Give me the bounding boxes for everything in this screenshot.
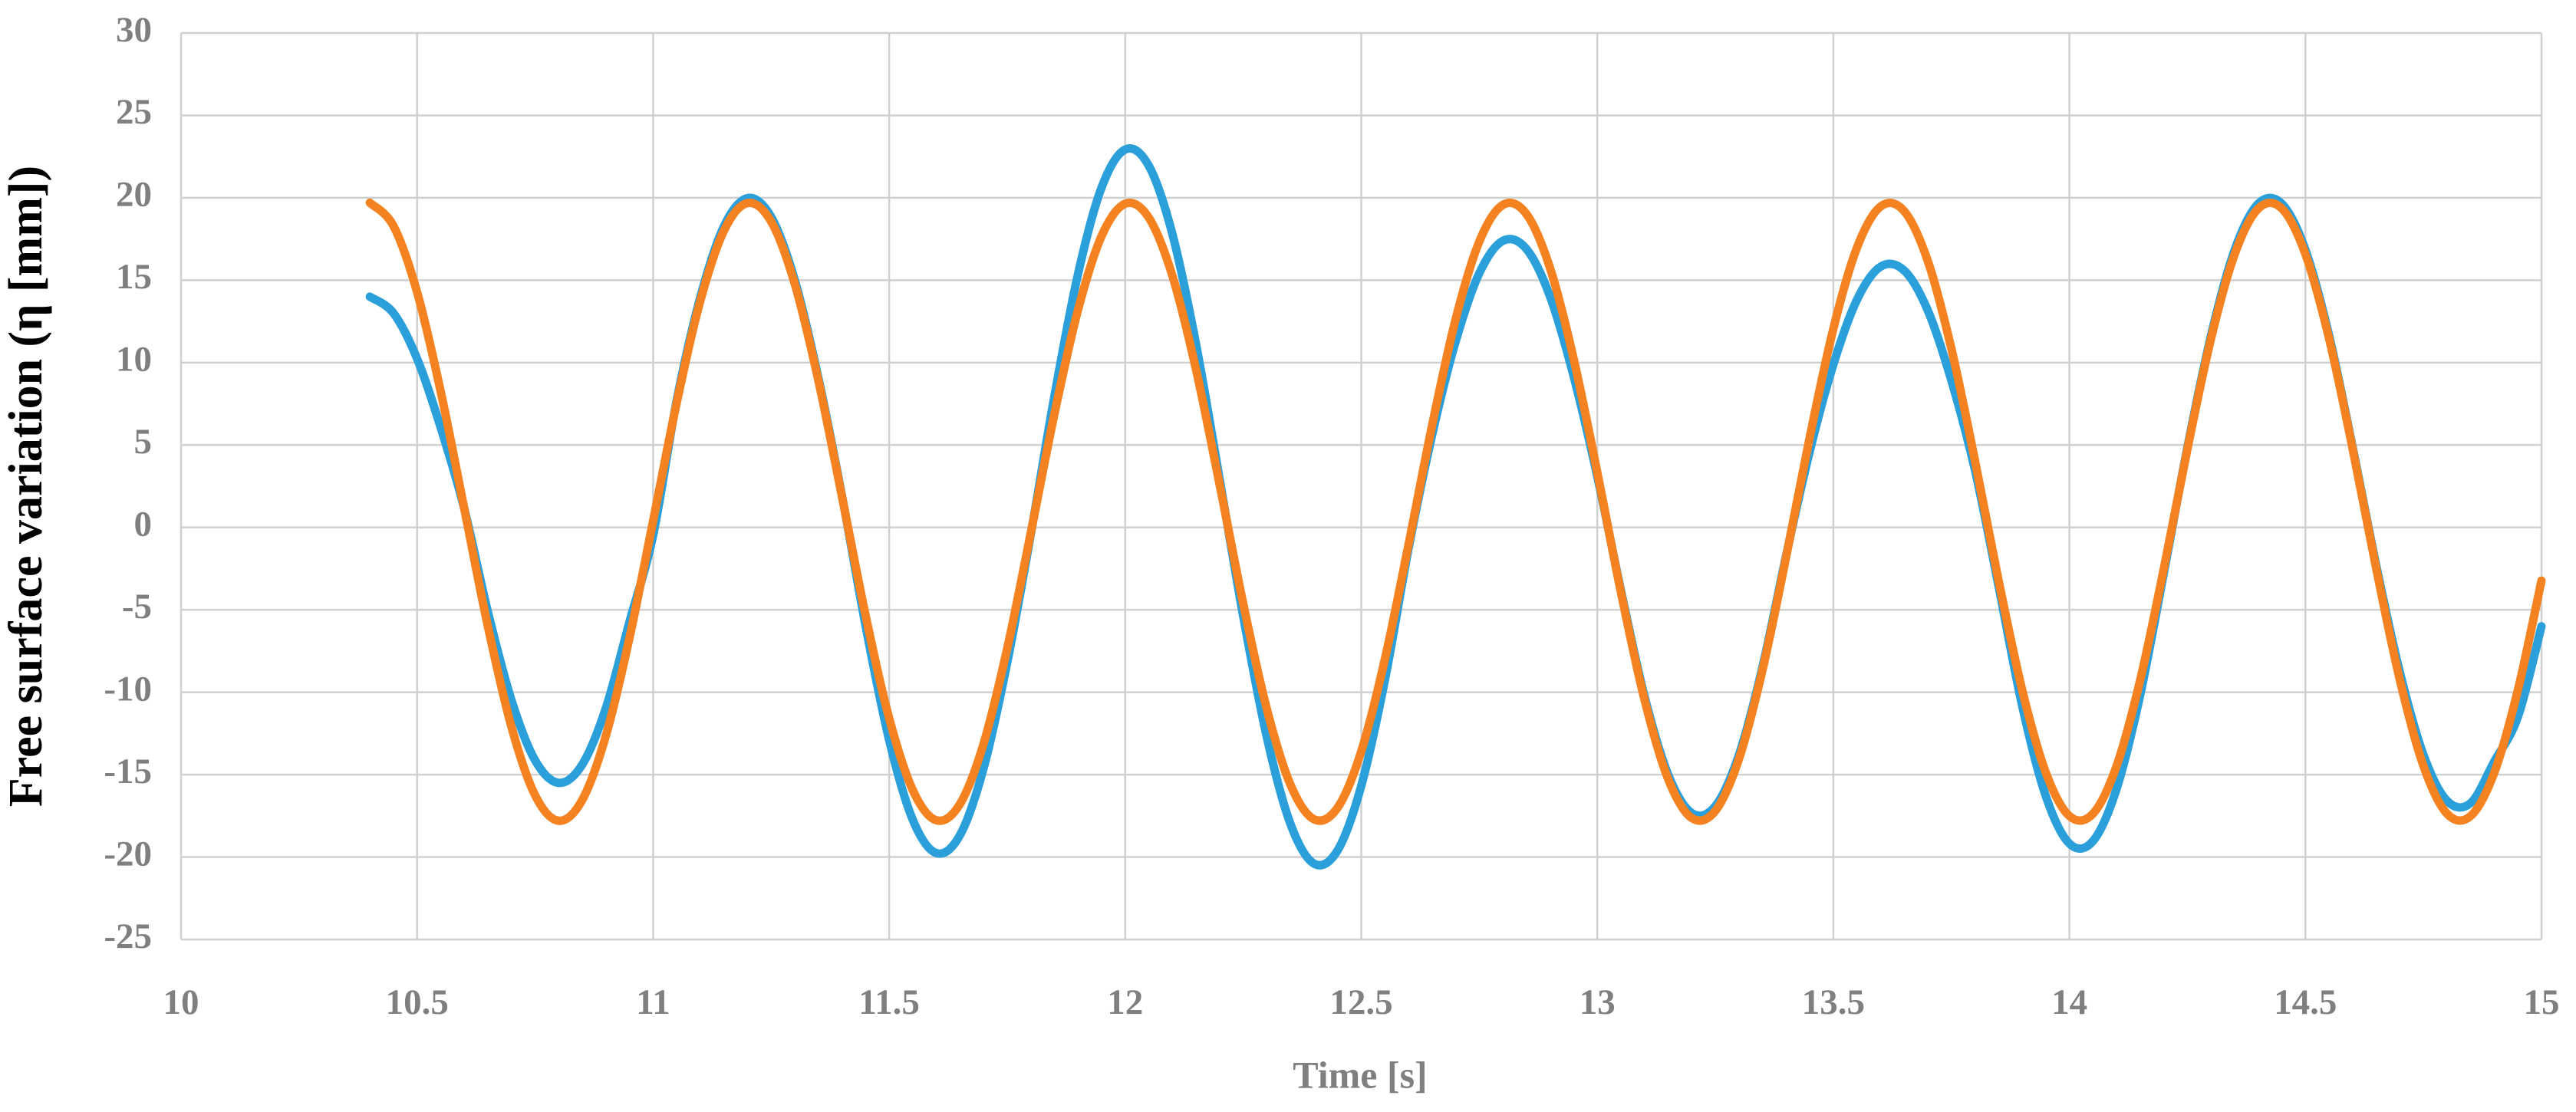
y-tick-label: 20	[116, 175, 152, 215]
y-tick-label: 30	[116, 10, 152, 50]
x-tick-label: 14	[2051, 982, 2087, 1022]
x-tick-label: 10.5	[386, 982, 449, 1022]
x-tick-label: 12	[1107, 982, 1143, 1022]
y-tick-label: -15	[104, 752, 152, 791]
x-tick-label: 14.5	[2274, 982, 2337, 1022]
x-tick-label: 15	[2524, 982, 2560, 1022]
y-tick-label: 0	[134, 505, 153, 544]
x-tick-label: 10	[163, 982, 199, 1022]
series-line	[365, 198, 2546, 825]
y-tick-label: -20	[104, 834, 152, 873]
y-tick-label: -10	[104, 669, 152, 709]
x-axis-title: Time [s]	[1293, 1053, 1427, 1096]
y-tick-label: 15	[116, 257, 152, 297]
series-line	[365, 144, 2546, 870]
y-tick-label: -25	[104, 916, 152, 956]
y-tick-label: 5	[134, 422, 153, 462]
x-tick-label: 12.5	[1329, 982, 1392, 1022]
x-tick-label: 11	[636, 982, 670, 1022]
x-tick-label: 13	[1580, 982, 1616, 1022]
y-axis-title: Free surface variation (η [mm])	[0, 166, 52, 807]
x-tick-label: 13.5	[1802, 982, 1865, 1022]
x-tick-label: 11.5	[858, 982, 920, 1022]
y-tick-label: 25	[116, 92, 152, 132]
y-tick-label: 10	[116, 340, 152, 380]
y-tick-label: -5	[122, 587, 152, 627]
